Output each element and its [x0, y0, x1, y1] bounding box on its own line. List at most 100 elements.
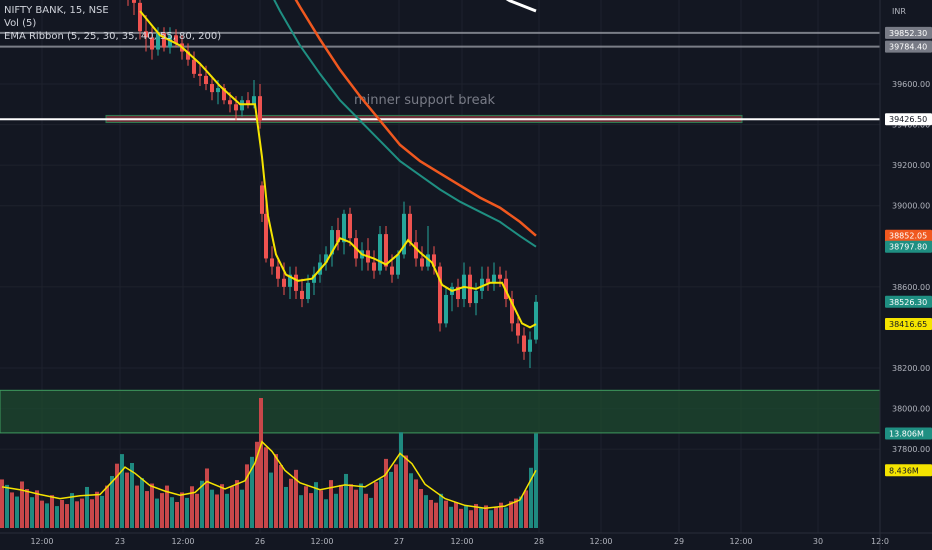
volume-bar[interactable]: [259, 398, 263, 528]
volume-bar[interactable]: [65, 504, 69, 528]
candle-body[interactable]: [384, 234, 388, 267]
candle-body[interactable]: [222, 88, 226, 101]
volume-bar[interactable]: [479, 508, 483, 528]
volume-bar[interactable]: [0, 479, 4, 528]
volume-bar[interactable]: [354, 489, 358, 528]
candle-body[interactable]: [390, 266, 394, 275]
volume-bar[interactable]: [509, 501, 513, 528]
candle-body[interactable]: [228, 100, 232, 105]
candle-body[interactable]: [192, 59, 196, 74]
ema-fast-line[interactable]: [139, 10, 537, 329]
candle-body[interactable]: [378, 234, 382, 271]
candle-body[interactable]: [186, 51, 190, 60]
volume-bar[interactable]: [140, 478, 144, 528]
level-tag-gray-bg[interactable]: [885, 40, 932, 53]
volume-bar[interactable]: [125, 472, 129, 528]
volume-bar[interactable]: [210, 489, 214, 528]
volume-bar[interactable]: [394, 464, 398, 528]
volume-bar[interactable]: [120, 454, 124, 528]
vol-indicator-label[interactable]: Vol (5): [4, 18, 37, 29]
candle-body[interactable]: [270, 258, 274, 267]
candle-body[interactable]: [264, 213, 268, 259]
volume-bar[interactable]: [329, 480, 333, 528]
candle-body[interactable]: [156, 33, 160, 50]
candle-body[interactable]: [486, 278, 490, 283]
volume-bar[interactable]: [45, 503, 49, 528]
candle-body[interactable]: [306, 282, 310, 300]
volume-bar[interactable]: [319, 490, 323, 528]
candle-body[interactable]: [426, 254, 430, 267]
volume-bar[interactable]: [35, 490, 39, 528]
green_zone[interactable]: [0, 389, 881, 434]
candle-body[interactable]: [402, 213, 406, 255]
candle-body[interactable]: [276, 266, 280, 279]
candle-body[interactable]: [492, 274, 496, 283]
volume-bar[interactable]: [469, 510, 473, 528]
volume-bar[interactable]: [220, 484, 224, 528]
volume-bar[interactable]: [230, 486, 234, 528]
volume-bar[interactable]: [80, 498, 84, 528]
volume-bar[interactable]: [180, 492, 184, 528]
volume-bar[interactable]: [484, 505, 488, 528]
volume-bar[interactable]: [529, 467, 533, 528]
volume-bar[interactable]: [269, 472, 273, 528]
candle-body[interactable]: [204, 75, 208, 84]
volume-bar[interactable]: [294, 469, 298, 528]
volume-bar[interactable]: [444, 500, 448, 528]
volume-bar[interactable]: [314, 482, 318, 528]
ema-teal-line[interactable]: [260, 0, 537, 248]
candle-body[interactable]: [342, 213, 346, 243]
candle-body[interactable]: [522, 335, 526, 352]
volume-bar[interactable]: [414, 479, 418, 528]
volume-tag-bg[interactable]: [885, 464, 932, 477]
candle-body[interactable]: [420, 258, 424, 267]
volume-bar[interactable]: [145, 491, 149, 528]
candle-body[interactable]: [300, 290, 304, 300]
volume-bar[interactable]: [110, 476, 114, 528]
candle-body[interactable]: [438, 266, 442, 324]
candle-body[interactable]: [288, 274, 292, 287]
volume-bar[interactable]: [50, 495, 54, 528]
candle-body[interactable]: [432, 254, 436, 267]
volume-bar[interactable]: [40, 500, 44, 528]
candle-body[interactable]: [246, 100, 250, 105]
volume-bar[interactable]: [434, 502, 438, 528]
symbol-title[interactable]: NIFTY BANK, 15, NSE: [4, 5, 109, 16]
volume-bar[interactable]: [424, 495, 428, 528]
volume-bar[interactable]: [374, 482, 378, 528]
candle-body[interactable]: [456, 286, 460, 300]
volume-bar[interactable]: [379, 478, 383, 528]
candle-body[interactable]: [498, 274, 502, 279]
volume-bar[interactable]: [170, 497, 174, 528]
volume-bar[interactable]: [10, 492, 14, 528]
volume-bar[interactable]: [215, 494, 219, 528]
ema-ribbon-label[interactable]: EMA Ribbon (5, 25, 30, 35, 40, 55, 80, 2…: [4, 31, 222, 42]
candle-body[interactable]: [282, 278, 286, 287]
candle-body[interactable]: [210, 84, 214, 93]
volume-bar[interactable]: [60, 499, 64, 528]
volume-bar[interactable]: [514, 498, 518, 528]
volume-bar[interactable]: [299, 495, 303, 528]
candle-body[interactable]: [516, 323, 520, 336]
volume-bar[interactable]: [235, 480, 239, 528]
volume-bar[interactable]: [20, 481, 24, 528]
candle-body[interactable]: [372, 262, 376, 271]
price-tag-bg[interactable]: [885, 318, 932, 331]
volume-bar[interactable]: [105, 485, 109, 528]
price-tag-bg[interactable]: [885, 229, 932, 242]
volume-bar[interactable]: [135, 485, 139, 528]
candle-body[interactable]: [198, 73, 202, 76]
candle-body[interactable]: [336, 230, 340, 243]
volume-bar[interactable]: [15, 496, 19, 528]
volume-tag-bg[interactable]: [885, 427, 932, 440]
volume-bar[interactable]: [85, 486, 89, 528]
zone-annotation-text[interactable]: minner support break: [354, 93, 496, 108]
volume-bar[interactable]: [474, 504, 478, 528]
volume-bar[interactable]: [5, 484, 9, 528]
volume-bar[interactable]: [205, 468, 209, 528]
volume-bar[interactable]: [284, 486, 288, 528]
volume-bar[interactable]: [250, 456, 254, 528]
volume-bar[interactable]: [165, 485, 169, 528]
candle-body[interactable]: [480, 278, 484, 291]
